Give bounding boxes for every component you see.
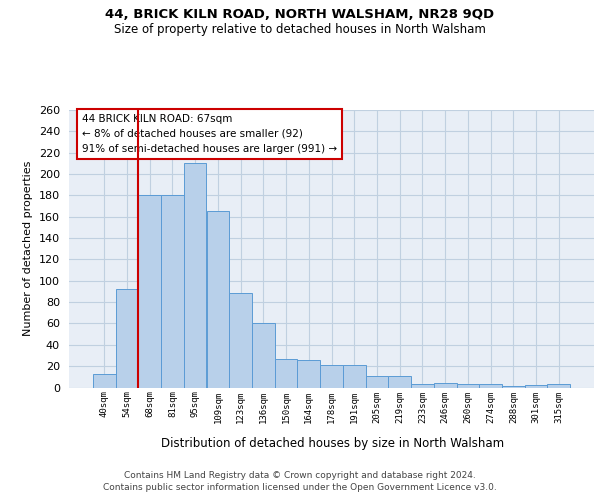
- Bar: [547, 384, 570, 388]
- Y-axis label: Number of detached properties: Number of detached properties: [23, 161, 33, 336]
- Bar: [161, 196, 184, 388]
- Text: 44, BRICK KILN ROAD, NORTH WALSHAM, NR28 9QD: 44, BRICK KILN ROAD, NORTH WALSHAM, NR28…: [106, 8, 494, 20]
- Text: Distribution of detached houses by size in North Walsham: Distribution of detached houses by size …: [161, 438, 505, 450]
- Bar: [252, 324, 275, 388]
- Text: 44 BRICK KILN ROAD: 67sqm
← 8% of detached houses are smaller (92)
91% of semi-d: 44 BRICK KILN ROAD: 67sqm ← 8% of detach…: [82, 114, 337, 154]
- Bar: [275, 358, 298, 388]
- Bar: [524, 386, 547, 388]
- Bar: [184, 164, 206, 388]
- Bar: [320, 365, 343, 388]
- Bar: [93, 374, 116, 388]
- Text: Contains HM Land Registry data © Crown copyright and database right 2024.
Contai: Contains HM Land Registry data © Crown c…: [103, 471, 497, 492]
- Bar: [457, 384, 479, 388]
- Bar: [229, 292, 252, 388]
- Bar: [298, 360, 320, 388]
- Bar: [206, 212, 229, 388]
- Bar: [434, 383, 457, 388]
- Bar: [365, 376, 388, 388]
- Text: Size of property relative to detached houses in North Walsham: Size of property relative to detached ho…: [114, 22, 486, 36]
- Bar: [343, 365, 365, 388]
- Bar: [479, 384, 502, 388]
- Bar: [411, 384, 434, 388]
- Bar: [388, 376, 411, 388]
- Bar: [116, 290, 139, 388]
- Bar: [502, 386, 524, 388]
- Bar: [139, 196, 161, 388]
